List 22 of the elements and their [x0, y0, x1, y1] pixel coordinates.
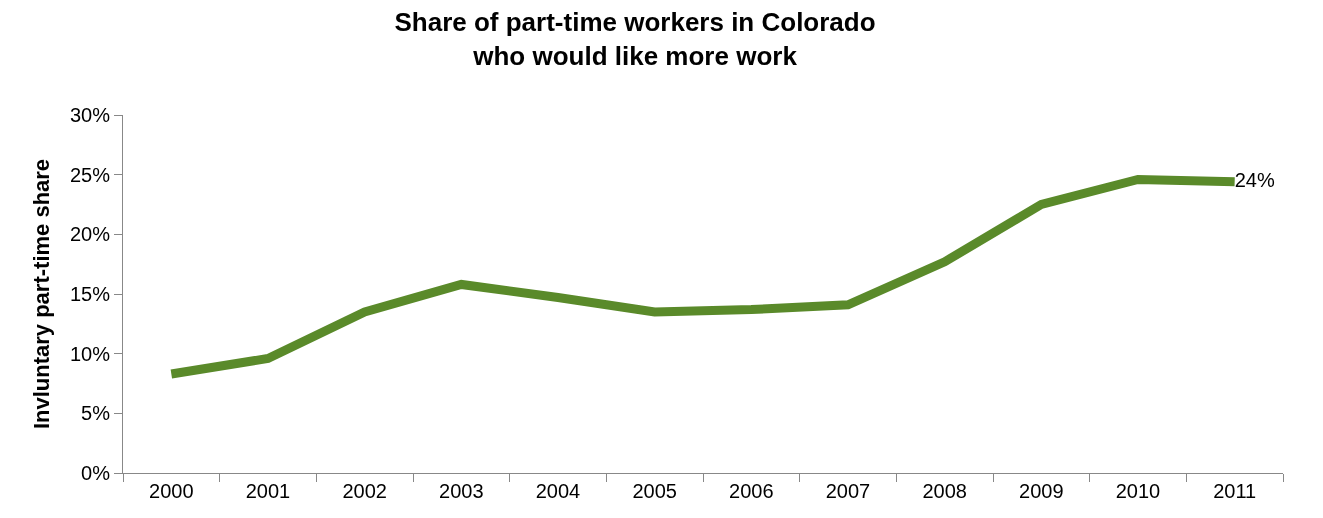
y-axis-title: Invluntary part-time share — [28, 158, 54, 430]
x-tick-label: 2009 — [1019, 480, 1064, 502]
x-tick-label: 2000 — [149, 480, 194, 502]
y-tick-label: 5% — [81, 402, 111, 425]
x-tick-label: 2008 — [922, 480, 967, 502]
x-tick-label: 2004 — [535, 480, 581, 502]
data-label: 24% — [1234, 168, 1275, 191]
y-tick-label: 20% — [69, 223, 111, 246]
x-tick-label: 2003 — [439, 480, 484, 502]
y-tick-label: 15% — [69, 283, 111, 305]
y-tick-label: 0% — [81, 462, 111, 484]
chart-title: Share of part-time workers in Colorado who would like more work — [394, 7, 876, 71]
x-tick-label: 2007 — [825, 480, 871, 502]
y-tick-label: 10% — [69, 342, 111, 365]
x-tick-label: 2011 — [1213, 480, 1257, 502]
x-tick-label: 2002 — [342, 480, 387, 502]
y-tick-label: 25% — [69, 163, 111, 186]
x-tick-label: 2001 — [245, 480, 291, 502]
y-tick-label: 30% — [69, 104, 111, 126]
x-tick-label: 2006 — [729, 480, 774, 502]
x-tick-label: 2005 — [632, 480, 677, 502]
x-tick-label: 2010 — [1115, 480, 1161, 502]
